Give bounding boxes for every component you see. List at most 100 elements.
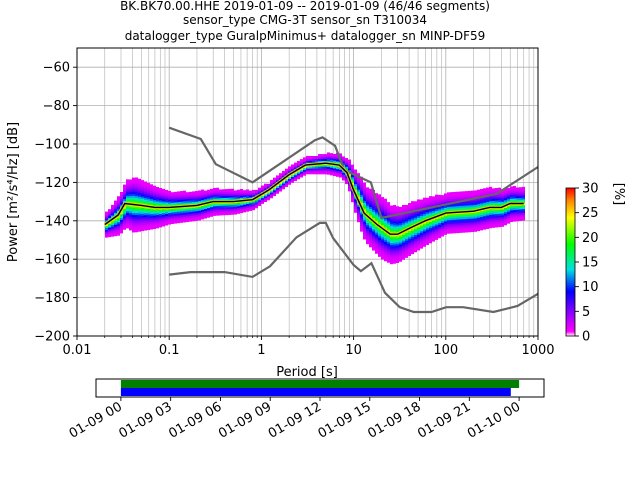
psd-cell xyxy=(270,179,273,183)
psd-cell xyxy=(480,217,483,221)
psd-cell xyxy=(294,162,297,166)
psd-cell xyxy=(486,222,489,226)
psd-cell xyxy=(135,187,138,191)
psd-cell xyxy=(420,230,423,234)
psd-cell xyxy=(450,228,453,232)
psd-cell xyxy=(162,208,165,212)
psd-cell xyxy=(276,190,279,194)
psd-cell xyxy=(132,225,135,229)
psd-cell xyxy=(441,208,444,212)
psd-cell xyxy=(396,225,399,229)
psd-cell xyxy=(276,179,279,183)
psd-cell xyxy=(495,201,498,205)
psd-cell xyxy=(132,192,135,196)
psd-cell xyxy=(519,208,522,212)
psd-cell xyxy=(423,224,426,228)
psd-cell xyxy=(378,251,381,255)
psd-cell xyxy=(444,206,447,210)
psd-cell xyxy=(195,206,198,210)
psd-cell xyxy=(135,223,138,227)
psd-cell xyxy=(402,252,405,256)
psd-cell xyxy=(465,223,468,227)
psd-cell xyxy=(201,195,204,199)
psd-cell xyxy=(132,189,135,193)
psd-cell xyxy=(357,215,360,219)
psd-cell xyxy=(105,226,108,230)
psd-cell xyxy=(147,207,150,211)
psd-cell xyxy=(393,241,396,245)
psd-cell xyxy=(123,211,126,215)
psd-cell xyxy=(285,182,288,186)
psd-cell xyxy=(195,217,198,221)
psd-cell xyxy=(126,213,129,217)
psd-cell xyxy=(126,211,129,215)
psd-cell xyxy=(381,210,384,214)
psd-cell xyxy=(126,181,129,185)
psd-cell xyxy=(453,226,456,230)
psd-cell xyxy=(387,219,390,223)
psd-cell xyxy=(516,218,519,222)
psd-cell xyxy=(168,190,171,194)
psd-cell xyxy=(438,210,441,214)
psd-cell xyxy=(315,155,318,159)
psd-cell xyxy=(411,233,414,237)
psd-cell xyxy=(429,209,432,213)
psd-cell xyxy=(417,235,420,239)
psd-cell xyxy=(447,217,450,221)
psd-cell xyxy=(294,174,297,178)
psd-cell xyxy=(483,201,486,205)
psd-cell xyxy=(492,209,495,213)
psd-cell xyxy=(180,217,183,221)
psd-cell xyxy=(174,212,177,216)
psd-cell xyxy=(105,228,108,232)
psd-cell xyxy=(192,208,195,212)
psd-cell xyxy=(327,158,330,162)
psd-cell xyxy=(519,215,522,219)
psd-cell xyxy=(399,252,402,256)
psd-cell xyxy=(462,220,465,224)
psd-cell xyxy=(423,214,426,218)
psd-cell xyxy=(246,206,249,210)
psd-cell xyxy=(420,232,423,236)
psd-cell xyxy=(438,198,441,202)
psd-cell xyxy=(360,211,363,215)
psd-cell xyxy=(444,214,447,218)
psd-cell xyxy=(138,211,141,215)
psd-cell xyxy=(426,213,429,217)
psd-cell xyxy=(456,214,459,218)
psd-cell xyxy=(288,170,291,174)
psd-cell xyxy=(507,220,510,224)
psd-cell xyxy=(183,196,186,200)
psd-cell xyxy=(186,219,189,223)
psd-cell xyxy=(138,186,141,190)
y-tick-label: −140 xyxy=(34,214,70,229)
psd-cell xyxy=(249,190,252,194)
psd-cell xyxy=(177,195,180,199)
psd-cell xyxy=(459,220,462,224)
psd-cell xyxy=(498,222,501,226)
psd-cell xyxy=(123,194,126,198)
psd-cell xyxy=(486,216,489,220)
psd-cell xyxy=(222,206,225,210)
psd-cell xyxy=(519,214,522,218)
psd-cell xyxy=(114,208,117,212)
psd-cell xyxy=(426,230,429,234)
psd-cell xyxy=(126,204,129,208)
psd-cell xyxy=(336,158,339,162)
psd-cell xyxy=(366,187,369,191)
psd-cell xyxy=(318,171,321,175)
psd-cell xyxy=(138,219,141,223)
psd-cell xyxy=(168,194,171,198)
psd-cell xyxy=(468,227,471,231)
psd-cell xyxy=(123,224,126,228)
psd-cell xyxy=(456,212,459,216)
psd-cell xyxy=(330,164,333,168)
psd-cell xyxy=(366,198,369,202)
psd-cell xyxy=(195,196,198,200)
psd-cell xyxy=(198,200,201,204)
psd-cell xyxy=(150,190,153,194)
psd-cell xyxy=(162,196,165,200)
psd-cell xyxy=(306,171,309,175)
psd-cell xyxy=(138,226,141,230)
psd-cell xyxy=(213,209,216,213)
